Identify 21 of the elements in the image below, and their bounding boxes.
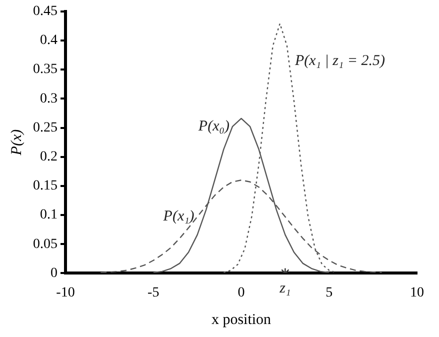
y-tick-label: 0.2 xyxy=(40,150,58,165)
x-tick-label: 5 xyxy=(326,285,333,300)
y-tick-label: 0 xyxy=(50,266,58,281)
y-axis-title: P(x) xyxy=(8,129,25,156)
annotation: P(x₁) xyxy=(162,208,194,225)
annotation: z₁ xyxy=(278,280,291,297)
annotation: P(x₁ | z₁ = 2.5) xyxy=(294,53,386,70)
y-tick-label: 0.15 xyxy=(33,178,58,194)
x-tick-label: 0 xyxy=(238,285,245,300)
x-tick-label: -10 xyxy=(56,285,75,300)
x-axis-title: x position xyxy=(211,312,272,328)
y-tick-label: 0.05 xyxy=(33,236,58,252)
annotation: P(x₀) xyxy=(197,118,230,135)
y-tick-label: 0.4 xyxy=(40,33,58,48)
x-tick-label: 10 xyxy=(410,285,424,300)
y-tick-label: 0.35 xyxy=(33,62,58,78)
y-tick-label: 0.1 xyxy=(40,208,58,223)
y-tick-label: 0.45 xyxy=(33,4,58,20)
x-tick-label: -5 xyxy=(148,285,160,300)
y-tick-label: 0.3 xyxy=(40,91,58,106)
y-tick-label: 0.25 xyxy=(33,120,58,136)
